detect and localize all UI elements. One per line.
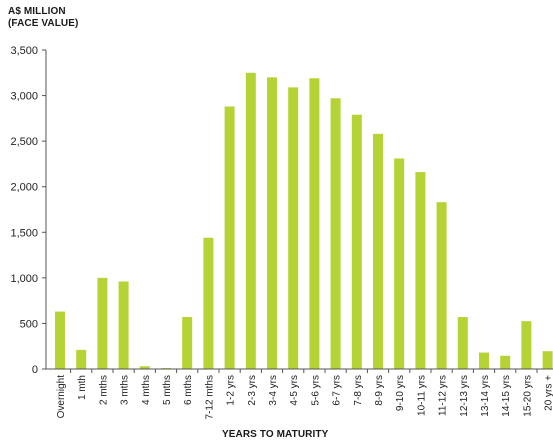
bar (118, 281, 129, 369)
bar (76, 349, 87, 369)
bar (521, 321, 532, 369)
axes (45, 50, 553, 370)
bar (479, 352, 489, 369)
bar (245, 72, 256, 369)
x-tick-label: 8-9 yrs (374, 375, 385, 406)
y-axis-unit-label-line-2: (FACE VALUE) (8, 18, 79, 29)
x-tick-label: 7-12 mths (204, 375, 215, 419)
bar (542, 351, 553, 369)
x-tick-label: 6 mths (183, 375, 194, 405)
y-tick-label: 2,000 (10, 182, 38, 194)
x-axis-title: YEARS TO MATURITY (222, 429, 329, 440)
x-tick-label: 11-12 yrs (438, 375, 449, 416)
x-tick-label: 10-11 yrs (416, 375, 427, 416)
bar (457, 317, 468, 369)
x-tick-label: 2-3 yrs (247, 375, 258, 406)
x-tick-label: 1-2 yrs (226, 375, 237, 406)
bar (55, 311, 65, 369)
y-tick-label: 1,000 (10, 273, 38, 285)
bar (351, 114, 362, 370)
bar (288, 87, 299, 370)
x-tick-label: 3-4 yrs (268, 375, 279, 406)
bar (415, 172, 426, 369)
x-tick-label: 12-13 yrs (459, 375, 470, 417)
bar (309, 78, 320, 369)
x-tick-label: 4 mths (141, 375, 152, 405)
bar (373, 133, 383, 369)
x-tick-label: 6-7 yrs (332, 375, 343, 406)
y-tick-label: 500 (20, 318, 38, 330)
y-tick-label: 3,500 (10, 45, 38, 57)
x-tick-label: 15-20 yrs (522, 375, 533, 417)
bar (97, 277, 108, 369)
x-tick-label: 2 mths (98, 375, 109, 405)
bar (139, 366, 150, 369)
bars (55, 72, 553, 370)
x-tick-label: 3 mths (120, 375, 131, 405)
x-tick-label: 13-14 yrs (480, 375, 491, 417)
y-axis-ticks: 0 500 1,000 1,500 2,000 2,500 3,000 3,500 (10, 45, 46, 376)
x-tick-label: 5-6 yrs (310, 375, 321, 406)
bar (203, 237, 214, 369)
x-tick-label: 5 mths (162, 375, 173, 405)
x-tick-label: 14-15 yrs (501, 375, 512, 417)
x-tick-label: 7-8 yrs (353, 375, 364, 406)
x-tick-label: 4-5 yrs (289, 375, 300, 406)
bar (436, 202, 447, 369)
x-axis-tick-labels: Overnight 1 mth 2 mths 3 mths 4 mths 5 mths 6 … (56, 369, 553, 419)
x-tick-label: 1 mth (77, 375, 88, 400)
x-tick-label: 20 yrs + (544, 375, 553, 411)
x-tick-label: 9-10 yrs (395, 375, 406, 411)
y-tick-label: 2,500 (10, 136, 38, 148)
y-axis-unit-label-line-1: A$ MILLION (8, 6, 66, 17)
y-tick-label: 1,500 (10, 227, 38, 239)
bar (394, 158, 405, 369)
bar (267, 77, 277, 369)
y-tick-label: 0 (32, 364, 38, 376)
x-tick-label: Overnight (56, 375, 67, 419)
bar (500, 355, 511, 369)
bar (224, 106, 235, 369)
bar (182, 317, 193, 369)
y-tick-label: 3,000 (10, 91, 38, 103)
bar (330, 98, 341, 369)
